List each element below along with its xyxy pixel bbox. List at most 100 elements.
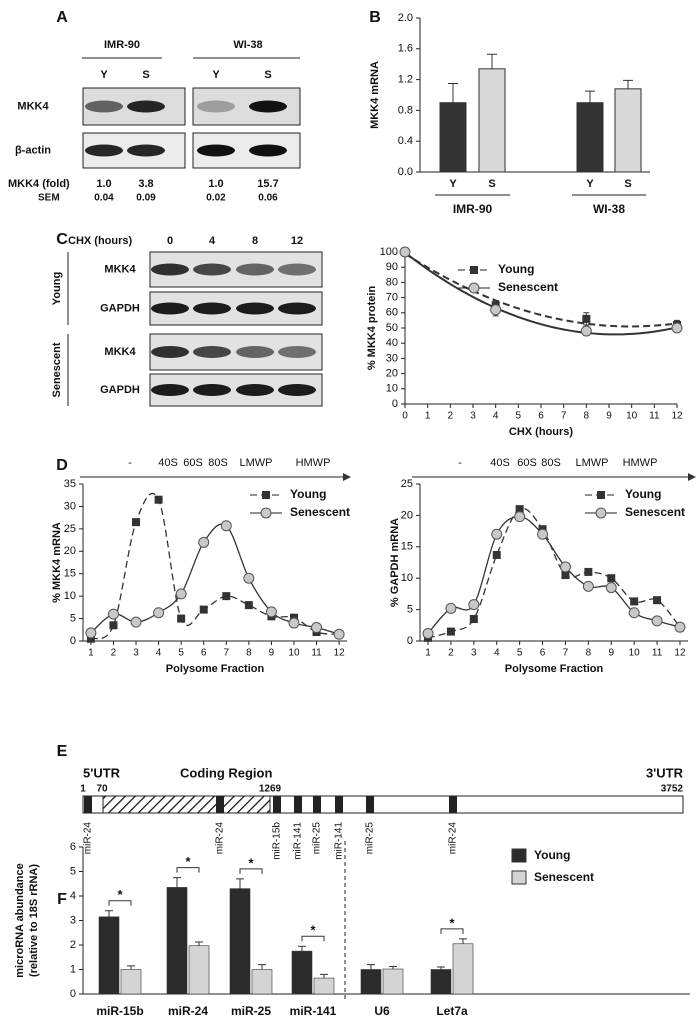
row-label: β-actin <box>15 144 51 156</box>
marker <box>582 314 591 323</box>
sem-value: 0.09 <box>136 193 156 204</box>
marker <box>630 597 639 606</box>
error-bar <box>585 90 595 103</box>
marker <box>492 550 501 559</box>
site-label: miR-24 <box>448 822 459 855</box>
error-bar <box>623 79 633 89</box>
site-label: miR-15b <box>272 822 283 860</box>
y-tick-label: 100 <box>380 246 398 258</box>
lane-label: Y <box>212 69 220 81</box>
position-label: 3752 <box>661 784 684 795</box>
error-bar <box>105 910 113 917</box>
band <box>249 100 287 113</box>
y-tick-label: 60 <box>386 307 398 319</box>
band <box>197 144 235 157</box>
band <box>193 346 231 358</box>
y-tick-label: 1.2 <box>398 74 413 86</box>
bar <box>251 969 273 995</box>
bar <box>188 945 210 995</box>
band <box>151 263 189 276</box>
bar <box>98 916 120 995</box>
bar <box>576 102 604 173</box>
error-bar <box>195 941 203 946</box>
y-tick-label: 80 <box>386 276 398 288</box>
marker <box>445 602 457 614</box>
x-tick-label: 8 <box>246 648 252 659</box>
marker <box>130 616 142 628</box>
x-tick-label: 10 <box>288 648 300 659</box>
x-tick-label: S <box>488 178 495 190</box>
marker <box>288 617 300 629</box>
marker <box>132 518 141 527</box>
mirna-site <box>335 796 343 813</box>
x-tick-label: 10 <box>629 648 641 659</box>
significance-label: * <box>248 855 254 870</box>
x-tick-label: 12 <box>671 411 683 422</box>
gradient-label: 60S <box>517 457 537 469</box>
y-tick-label: 5 <box>70 612 76 624</box>
marker <box>582 580 594 592</box>
error-bar <box>236 878 244 889</box>
marker <box>220 520 232 532</box>
y-tick-label: 70 <box>386 292 398 304</box>
position-label: 1 <box>80 784 86 795</box>
y-axis-label: % GAPDH mRNA <box>389 518 401 607</box>
marker <box>153 607 165 619</box>
y-tick-label: 25 <box>64 523 76 535</box>
bar <box>360 969 382 995</box>
band <box>278 384 316 396</box>
row-label: GAPDH <box>100 302 140 314</box>
legend-swatch <box>511 848 527 863</box>
error-bar <box>389 966 397 970</box>
y-tick-label: 20 <box>386 368 398 380</box>
marker <box>491 528 503 540</box>
x-tick-label: 6 <box>538 411 544 422</box>
lane-label: S <box>264 69 271 81</box>
legend-marker <box>468 282 480 294</box>
x-tick-label: 3 <box>470 411 476 422</box>
marker <box>605 582 617 594</box>
panel-label: C <box>56 231 68 248</box>
bar <box>166 887 188 995</box>
marker <box>109 621 118 630</box>
x-axis-label: Polysome Fraction <box>505 663 604 675</box>
marker <box>422 627 434 639</box>
site-label: miR-24 <box>83 822 94 855</box>
x-tick-label: 1 <box>425 648 431 659</box>
y-tick-label: 0 <box>407 635 413 647</box>
marker <box>154 495 163 504</box>
significance-label: * <box>449 915 455 930</box>
lane-label: Y <box>100 69 108 81</box>
marker <box>653 596 662 605</box>
x-tick-label: 4 <box>493 411 499 422</box>
legend-marker <box>470 266 478 274</box>
x-tick-label: 11 <box>649 411 660 422</box>
fold-value: 3.8 <box>138 178 153 190</box>
significance-bracket <box>440 928 464 934</box>
marker <box>199 605 208 614</box>
marker <box>537 528 549 540</box>
marker <box>674 621 686 633</box>
marker <box>446 627 455 636</box>
panel-label: F <box>57 891 67 908</box>
marker <box>86 634 95 643</box>
mirna-site <box>313 796 321 813</box>
gradient-label: LMWP <box>240 457 273 469</box>
x-axis-label: CHX (hours) <box>509 426 574 438</box>
time-value: 4 <box>209 235 216 247</box>
coding-region <box>102 795 271 814</box>
mirna-site <box>294 796 302 813</box>
marker <box>243 572 255 584</box>
y-tick-label: 1.6 <box>398 43 413 55</box>
marker <box>468 599 480 611</box>
y-tick-label: 15 <box>401 541 413 553</box>
x-tick-label: S <box>624 178 631 190</box>
band <box>193 384 231 396</box>
x-tick-label: Let7a <box>436 1004 468 1018</box>
x-tick-label: 7 <box>224 648 230 659</box>
x-tick-label: 2 <box>111 648 117 659</box>
sem-label: SEM <box>38 193 60 204</box>
bar <box>478 68 506 173</box>
legend-marker <box>597 491 605 499</box>
gradient-label: - <box>128 457 132 469</box>
